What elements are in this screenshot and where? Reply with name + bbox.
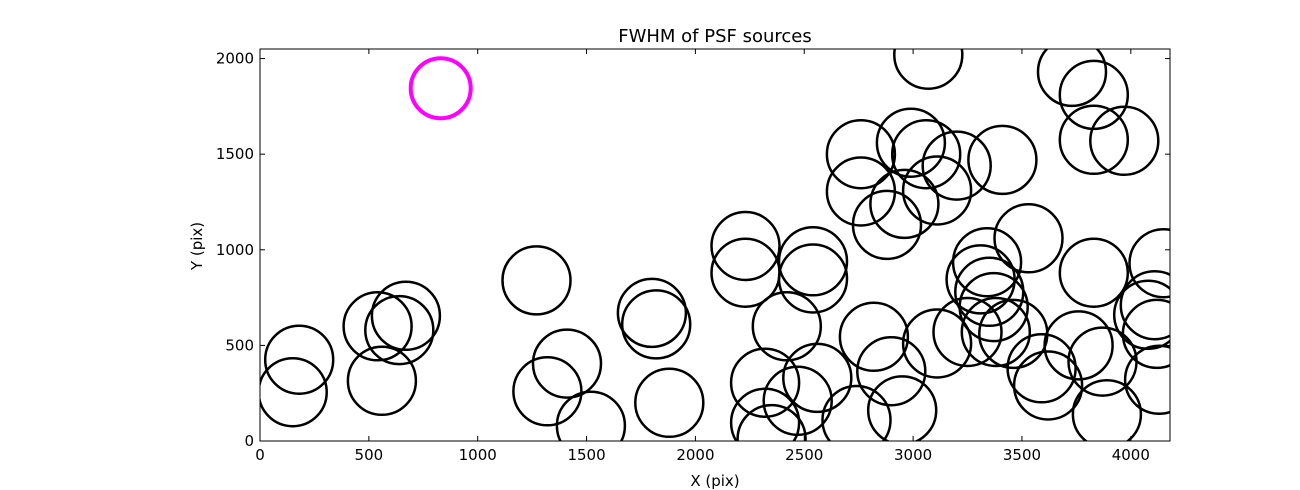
x-axis-label: X (pix)	[690, 472, 739, 490]
x-tick-label: 1000	[459, 446, 497, 464]
y-tick-label: 2000	[216, 50, 254, 68]
source-circle	[782, 342, 853, 414]
x-tick-label: 500	[355, 446, 384, 464]
source-circle	[710, 210, 781, 282]
source-circle	[967, 124, 1038, 196]
source-circle	[960, 296, 1032, 368]
source-circle	[1006, 333, 1077, 404]
chart-title: FWHM of PSF sources	[618, 26, 812, 47]
source-circle	[1058, 104, 1130, 176]
source-circle	[777, 243, 849, 314]
source-circle	[901, 308, 973, 379]
source-circle	[1128, 227, 1170, 299]
source-circle	[777, 226, 849, 297]
source-circle	[821, 384, 892, 441]
source-circle	[901, 155, 973, 226]
source-circle	[751, 291, 823, 362]
source-circle	[1043, 310, 1114, 381]
source-circle	[346, 345, 418, 417]
x-tick-label: 4000	[1112, 446, 1150, 464]
source-circle	[1071, 378, 1143, 441]
x-tick-label: 2500	[785, 446, 823, 464]
y-axis: 0 500 1000 1500 2000	[216, 50, 1170, 450]
source-circle	[370, 280, 442, 352]
source-circle	[921, 130, 992, 201]
source-circle	[856, 335, 927, 407]
source-circle	[762, 365, 833, 437]
x-tick-label: 2000	[676, 446, 714, 464]
source-circle	[958, 271, 1029, 343]
x-axis: 0 500 1000 1500 2000 2500 3000 3500 4000	[255, 49, 1150, 464]
source-circle	[851, 189, 923, 261]
x-tick-label: 0	[255, 446, 265, 464]
source-circle	[1121, 298, 1170, 370]
plot-frame	[259, 48, 1171, 442]
source-circle	[1058, 237, 1130, 308]
source-circle	[838, 301, 910, 373]
source-circle	[364, 294, 435, 366]
source-circle	[729, 347, 801, 418]
source-circle	[736, 403, 807, 441]
source-circle	[342, 291, 413, 362]
source-circle	[501, 245, 572, 316]
source-circle	[1089, 105, 1160, 177]
source-circle	[1058, 59, 1130, 131]
source-circle	[260, 356, 328, 428]
source-circle	[890, 118, 962, 190]
marks-layer	[260, 49, 1170, 441]
y-axis-label: Y (pix)	[188, 222, 206, 271]
source-circle	[263, 324, 335, 395]
source-circle	[951, 226, 1023, 298]
source-circle	[825, 118, 897, 190]
source-circle	[616, 277, 688, 349]
y-tick-label: 500	[225, 336, 254, 354]
highlight-circle	[408, 56, 473, 121]
x-tick-label: 1500	[567, 446, 605, 464]
source-circle	[620, 289, 692, 360]
source-circle	[512, 356, 583, 427]
y-tick-label: 1000	[216, 241, 254, 259]
source-circle	[634, 367, 705, 439]
source-circle	[993, 203, 1064, 274]
source-circle	[869, 168, 940, 240]
y-tick-label: 0	[244, 432, 254, 450]
source-circle	[555, 390, 627, 441]
source-circle	[932, 296, 1003, 368]
source-circle	[893, 49, 964, 90]
x-tick-label: 3000	[894, 446, 932, 464]
source-circle	[875, 107, 947, 178]
source-circle	[866, 375, 938, 441]
source-circle	[531, 328, 603, 399]
source-circle	[1123, 344, 1170, 416]
source-circle	[1012, 350, 1084, 421]
source-circle	[1036, 49, 1108, 108]
x-tick-label: 3500	[1003, 446, 1041, 464]
source-circle	[1119, 269, 1170, 341]
y-tick-label: 1500	[216, 145, 254, 163]
